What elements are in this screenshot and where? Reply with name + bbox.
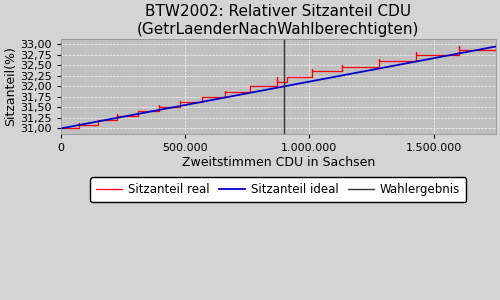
- Title: BTW2002: Relativer Sitzanteil CDU
(GetrLaenderNachWahlberechtigten): BTW2002: Relativer Sitzanteil CDU (GetrL…: [137, 4, 420, 37]
- Sitzanteil real: [58, 127, 64, 130]
- X-axis label: Zweitstimmen CDU in Sachsen: Zweitstimmen CDU in Sachsen: [182, 155, 375, 169]
- Y-axis label: Sitzanteil(%): Sitzanteil(%): [4, 46, 17, 126]
- Sitzanteil real: [177, 105, 183, 108]
- Sitzanteil real: [156, 105, 162, 108]
- Sitzanteil real: [135, 109, 141, 112]
- Sitzanteil real: [309, 69, 315, 73]
- Sitzanteil real: [493, 43, 499, 46]
- Sitzanteil real: [284, 75, 290, 79]
- Legend: Sitzanteil real, Sitzanteil ideal, Wahlergebnis: Sitzanteil real, Sitzanteil ideal, Wahle…: [90, 178, 466, 202]
- Sitzanteil real: [493, 48, 499, 52]
- Line: Sitzanteil real: Sitzanteil real: [60, 44, 496, 128]
